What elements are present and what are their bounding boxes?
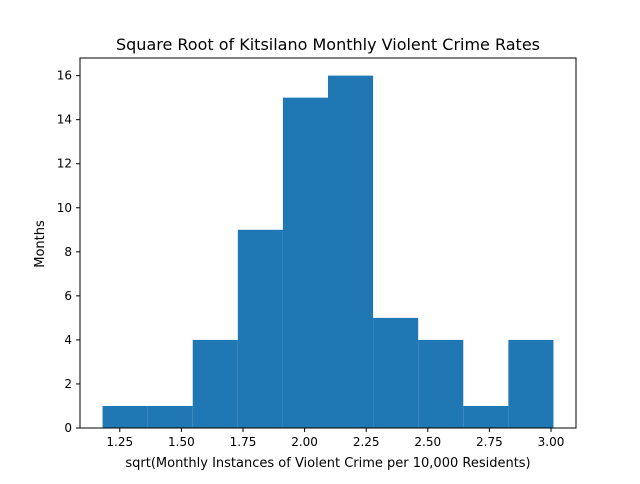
x-tick-label: 2.00 bbox=[291, 435, 318, 449]
y-tick-label: 14 bbox=[57, 113, 72, 127]
x-tick-label: 2.50 bbox=[414, 435, 441, 449]
histogram-bar-4 bbox=[237, 229, 283, 428]
y-tick-label: 2 bbox=[64, 377, 72, 391]
x-axis-label: sqrt(Monthly Instances of Violent Crime … bbox=[125, 456, 530, 471]
x-tick-label: 1.75 bbox=[230, 435, 257, 449]
x-tick-label: 3.00 bbox=[538, 435, 565, 449]
chart-title: Square Root of Kitsilano Monthly Violent… bbox=[116, 35, 540, 54]
y-tick-label: 6 bbox=[64, 289, 72, 303]
y-tick-label: 10 bbox=[57, 201, 72, 215]
histogram-bar-7 bbox=[373, 317, 419, 428]
histogram-bar-3 bbox=[192, 339, 238, 428]
histogram-bar-9 bbox=[463, 405, 509, 428]
x-tick-label: 2.75 bbox=[476, 435, 503, 449]
histogram-bar-1 bbox=[102, 405, 148, 428]
plot-frame bbox=[79, 57, 577, 429]
y-tick-label: 16 bbox=[57, 69, 72, 83]
x-tick-label: 2.25 bbox=[353, 435, 380, 449]
bars-layer bbox=[102, 75, 554, 429]
y-tick-label: 12 bbox=[57, 157, 72, 171]
y-axis-label: Months bbox=[33, 220, 48, 268]
histogram-bar-5 bbox=[282, 97, 328, 429]
histogram-bar-10 bbox=[508, 339, 554, 428]
y-tick-label: 8 bbox=[64, 245, 72, 259]
histogram-bar-2 bbox=[147, 405, 193, 428]
histogram-bar-6 bbox=[328, 75, 374, 428]
x-tick-label: 1.25 bbox=[106, 435, 133, 449]
y-tick-label: 4 bbox=[64, 333, 72, 347]
histogram-bar-8 bbox=[418, 339, 464, 428]
y-tick-label: 0 bbox=[64, 421, 72, 435]
x-tick-label: 1.50 bbox=[168, 435, 195, 449]
axes-layer: 1.25 1.50 1.75 2.00 2.25 2.50 2.75 3.00 0 2 4 6 8 10 1… bbox=[57, 57, 577, 449]
